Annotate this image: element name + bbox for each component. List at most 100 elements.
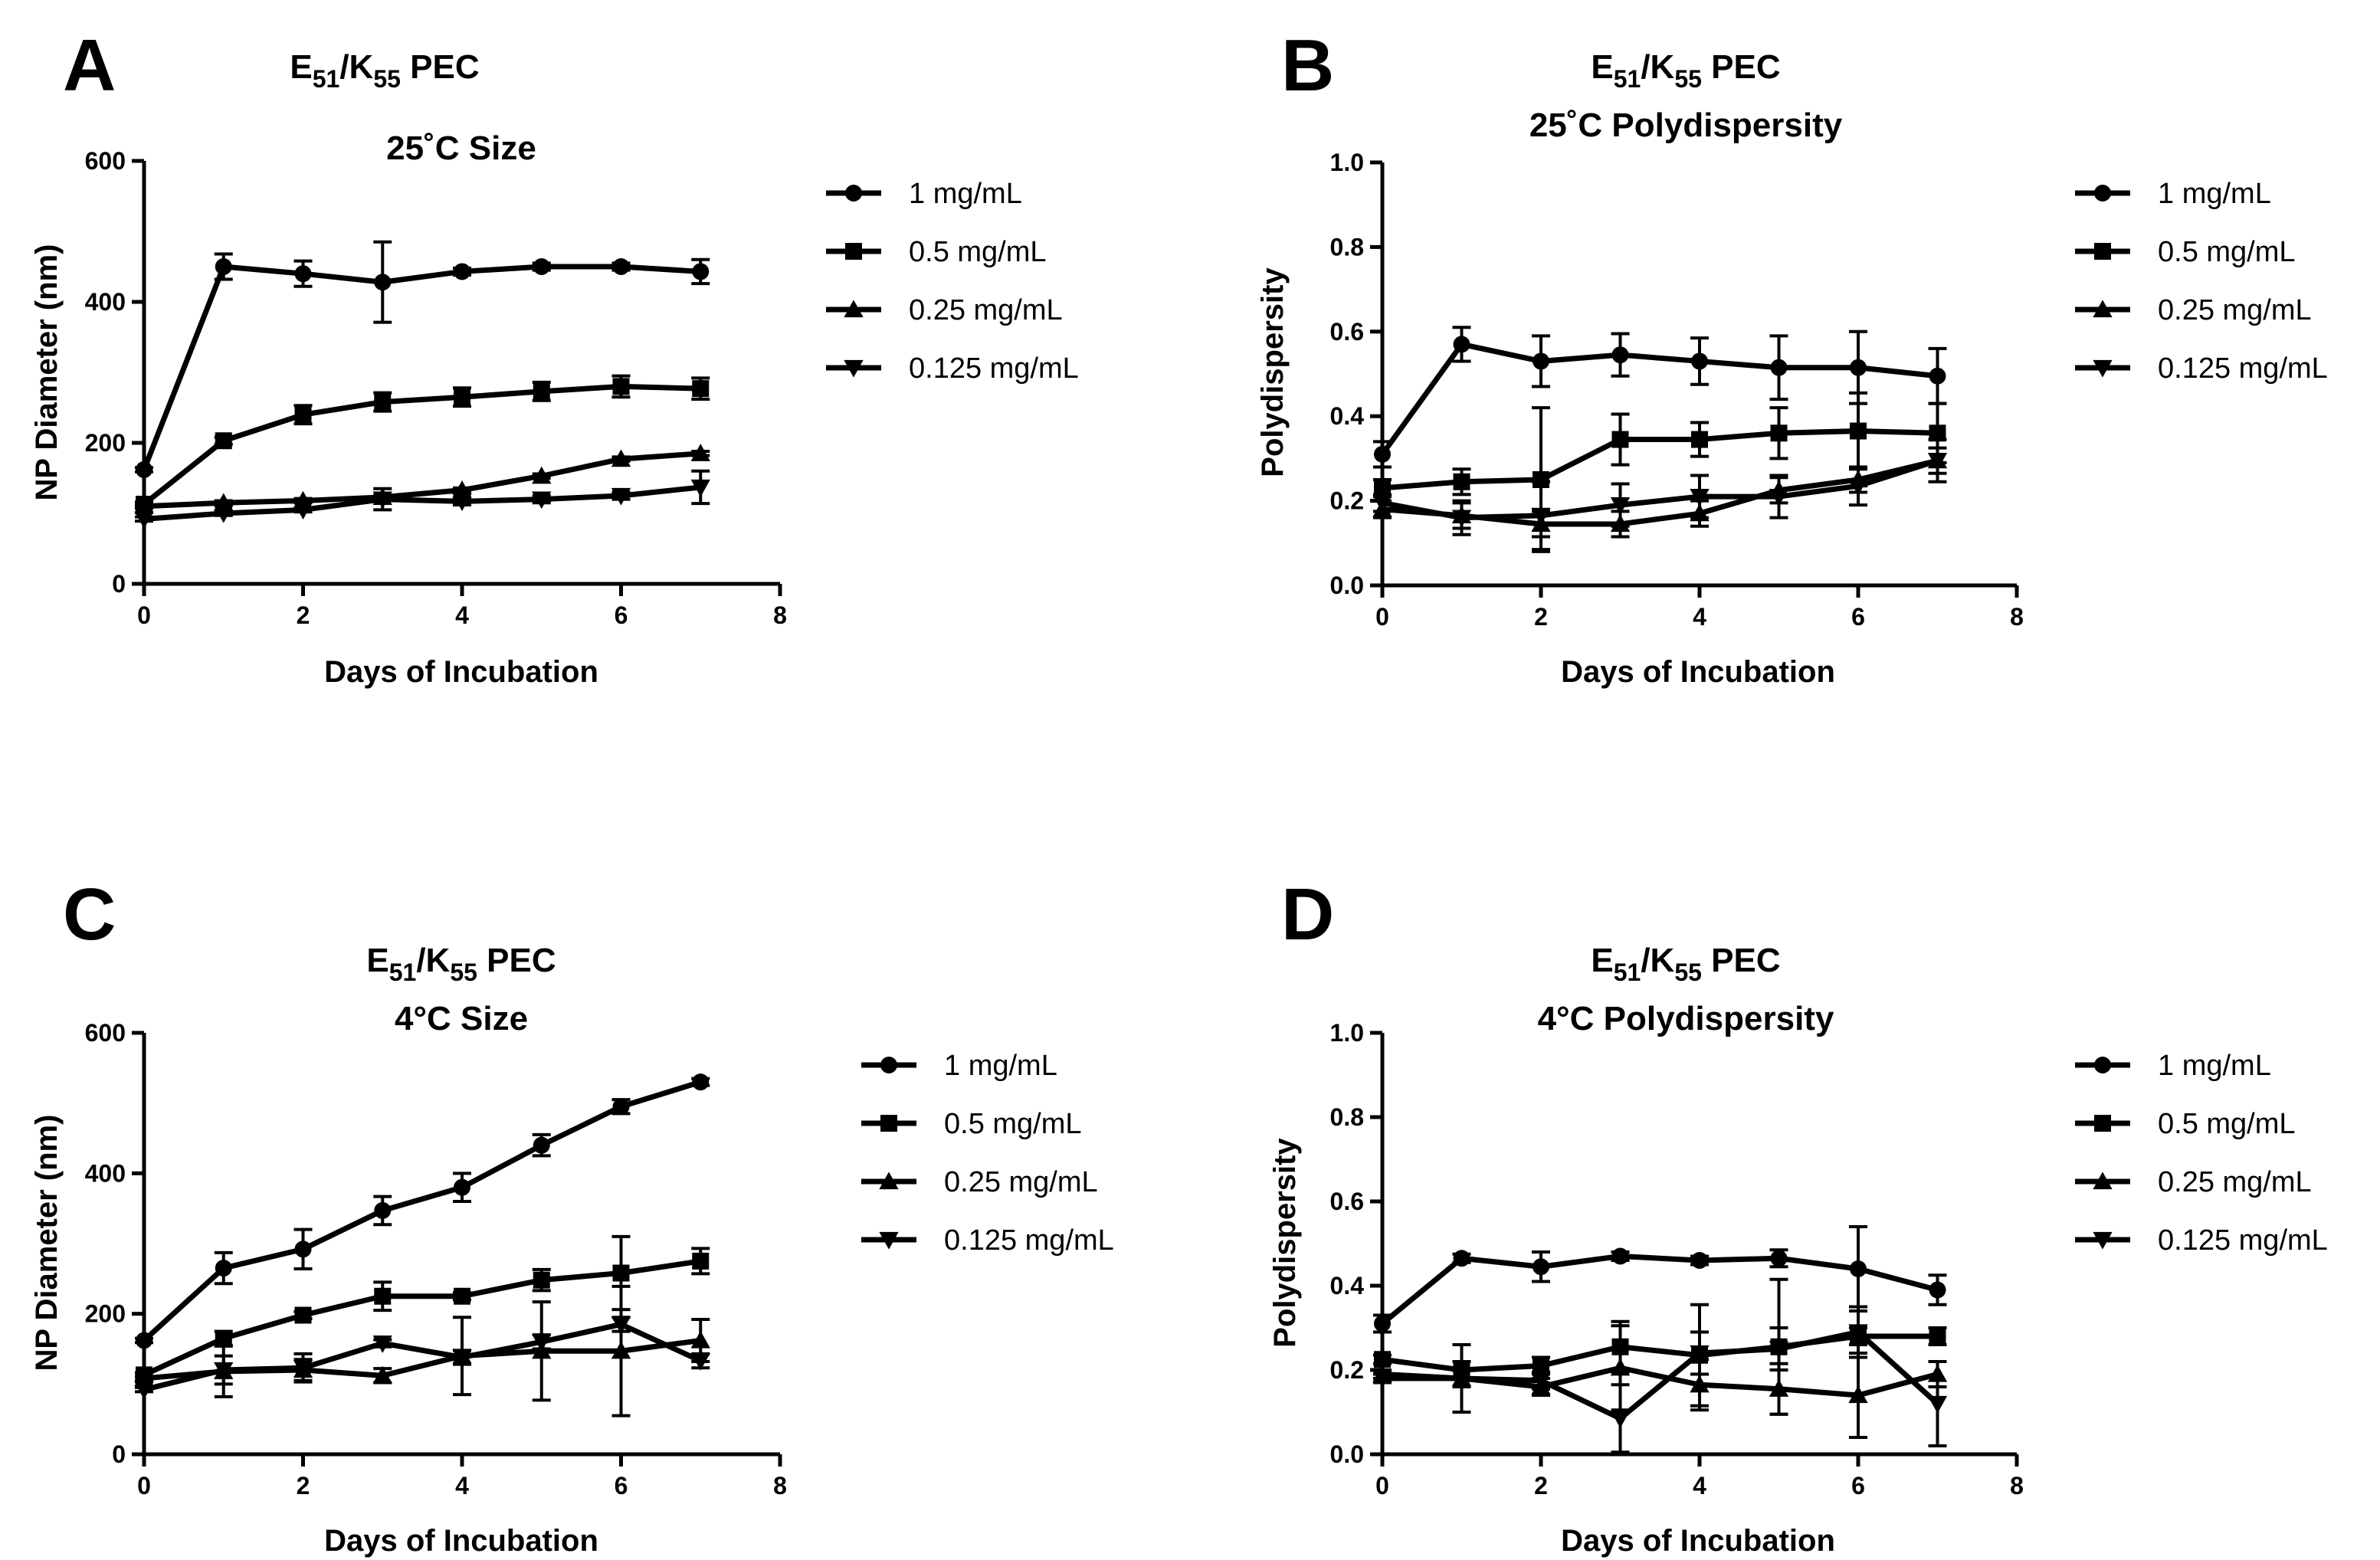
legend-label: 1 mg/mL: [2158, 1050, 2271, 1082]
x-tick-label: 4: [455, 601, 469, 629]
legend-item: 0.5 mg/mL: [861, 1108, 1082, 1140]
data-point: [1453, 473, 1470, 490]
x-tick-label: 8: [773, 1472, 787, 1499]
legend-label: 0.125 mg/mL: [2158, 352, 2328, 385]
legend-label: 0.5 mg/mL: [2158, 236, 2296, 268]
data-point: [1610, 1358, 1631, 1376]
data-point: [1850, 422, 1867, 440]
data-point: [1691, 352, 1708, 370]
data-point: [690, 479, 710, 497]
legend-item: 1 mg/mL: [861, 1050, 1057, 1082]
series-triangle-down: [134, 1316, 710, 1400]
data-point: [1531, 1372, 1551, 1391]
series-line: [1380, 341, 1938, 456]
data-point: [454, 1287, 470, 1305]
panel-letter: D: [1281, 873, 1334, 955]
chart-title: E51/K55 PEC: [290, 48, 479, 93]
data-point: [1769, 1379, 1789, 1397]
plot-area: 0 2 4 6 8 0.0 0.2 0.4 0.6 0.8 1.0 Days of Incubatio…: [1256, 149, 2328, 689]
data-point: [215, 1260, 232, 1277]
data-point: [1850, 1260, 1867, 1277]
data-point: [612, 378, 630, 395]
data-point: [1533, 1357, 1549, 1375]
legend-item: 1 mg/mL: [2075, 1050, 2271, 1082]
legend-item: 1 mg/mL: [826, 178, 1022, 210]
data-point: [1927, 453, 1948, 470]
title-part: E: [290, 48, 312, 86]
panel-letter: C: [63, 873, 116, 955]
legend-marker: [2093, 300, 2113, 318]
title-part: /K: [339, 48, 373, 86]
legend-label: 0.125 mg/mL: [2158, 1224, 2328, 1257]
data-point: [215, 1329, 232, 1347]
series-line: [142, 383, 701, 506]
legend-label: 0.25 mg/mL: [944, 1166, 1098, 1198]
data-point: [214, 505, 234, 523]
plot-area: 0 2 4 6 8 0 200 400 600 Days of Incubation NP Diam…: [30, 1019, 1114, 1558]
data-point: [293, 502, 313, 520]
data-point: [452, 1349, 472, 1368]
series-triangle-down: [1372, 438, 1948, 552]
data-point: [372, 1336, 392, 1353]
series-line: [142, 1079, 702, 1343]
x-tick-label: 6: [1851, 1472, 1865, 1499]
x-tick-label: 2: [297, 1472, 310, 1499]
data-point: [1929, 367, 1946, 385]
legend-label: 0.25 mg/mL: [909, 294, 1063, 326]
x-tick-label: 2: [1534, 1472, 1548, 1499]
legend-label: 0.5 mg/mL: [2158, 1108, 2296, 1140]
legend-marker: [844, 359, 864, 378]
data-point: [294, 1306, 312, 1324]
panel-c: C E51/K55 PEC 4°C Size 0 2 4 6 8 0 200 400 600 Da…: [30, 873, 1114, 1558]
y-tick-label: 0.4: [1330, 402, 1365, 430]
legend-marker: [2093, 1231, 2113, 1250]
legend-item: 0.25 mg/mL: [2075, 294, 2312, 326]
x-tick-label: 2: [1534, 603, 1548, 631]
legend-marker: [844, 300, 864, 318]
data-point: [1533, 352, 1549, 370]
x-tick-label: 8: [2010, 603, 2024, 631]
title-part: /K: [1641, 942, 1674, 979]
data-point: [452, 493, 472, 512]
data-point: [692, 1252, 710, 1270]
legend-item: 1 mg/mL: [2075, 178, 2271, 210]
data-point: [532, 466, 552, 484]
x-tick-label: 6: [1851, 603, 1865, 631]
legend-item: 0.125 mg/mL: [2075, 1224, 2328, 1257]
data-point: [1374, 1315, 1391, 1332]
title-subscript: 51: [313, 65, 340, 93]
data-point: [1690, 1345, 1710, 1363]
data-point: [1533, 1258, 1549, 1276]
data-point: [533, 1136, 550, 1154]
legend-marker: [2094, 1057, 2111, 1073]
data-point: [214, 1362, 234, 1380]
data-point: [134, 1381, 154, 1400]
data-point: [215, 258, 232, 275]
data-point: [1453, 1250, 1470, 1267]
data-point: [294, 1240, 312, 1258]
data-point: [611, 1341, 631, 1359]
series-circle: [135, 1073, 710, 1349]
series-line: [1382, 1329, 1939, 1421]
data-point: [374, 393, 392, 411]
x-axis-label: Days of Incubation: [1561, 655, 1835, 689]
series-triangle-down: [134, 469, 710, 529]
plot-area: 0 2 4 6 8 0.0 0.2 0.4 0.6 0.8 1.0 Days of Incubatio…: [1268, 1019, 2328, 1558]
y-tick-label: 0.8: [1330, 233, 1364, 261]
legend-item: 0.125 mg/mL: [861, 1224, 1114, 1257]
data-point: [1611, 1247, 1629, 1265]
data-point: [1848, 1385, 1868, 1404]
legend-marker: [2094, 243, 2111, 260]
data-point: [611, 487, 631, 506]
series-triangle-up: [1372, 446, 1948, 539]
legend-marker: [879, 1172, 899, 1190]
series-line: [143, 451, 701, 510]
data-point: [1451, 510, 1472, 528]
x-tick-label: 0: [137, 1472, 151, 1499]
x-tick-label: 4: [1693, 603, 1706, 631]
data-point: [612, 1098, 630, 1116]
data-point: [692, 263, 710, 280]
data-point: [374, 1201, 392, 1219]
data-point: [294, 265, 312, 283]
data-point: [1451, 1370, 1472, 1388]
